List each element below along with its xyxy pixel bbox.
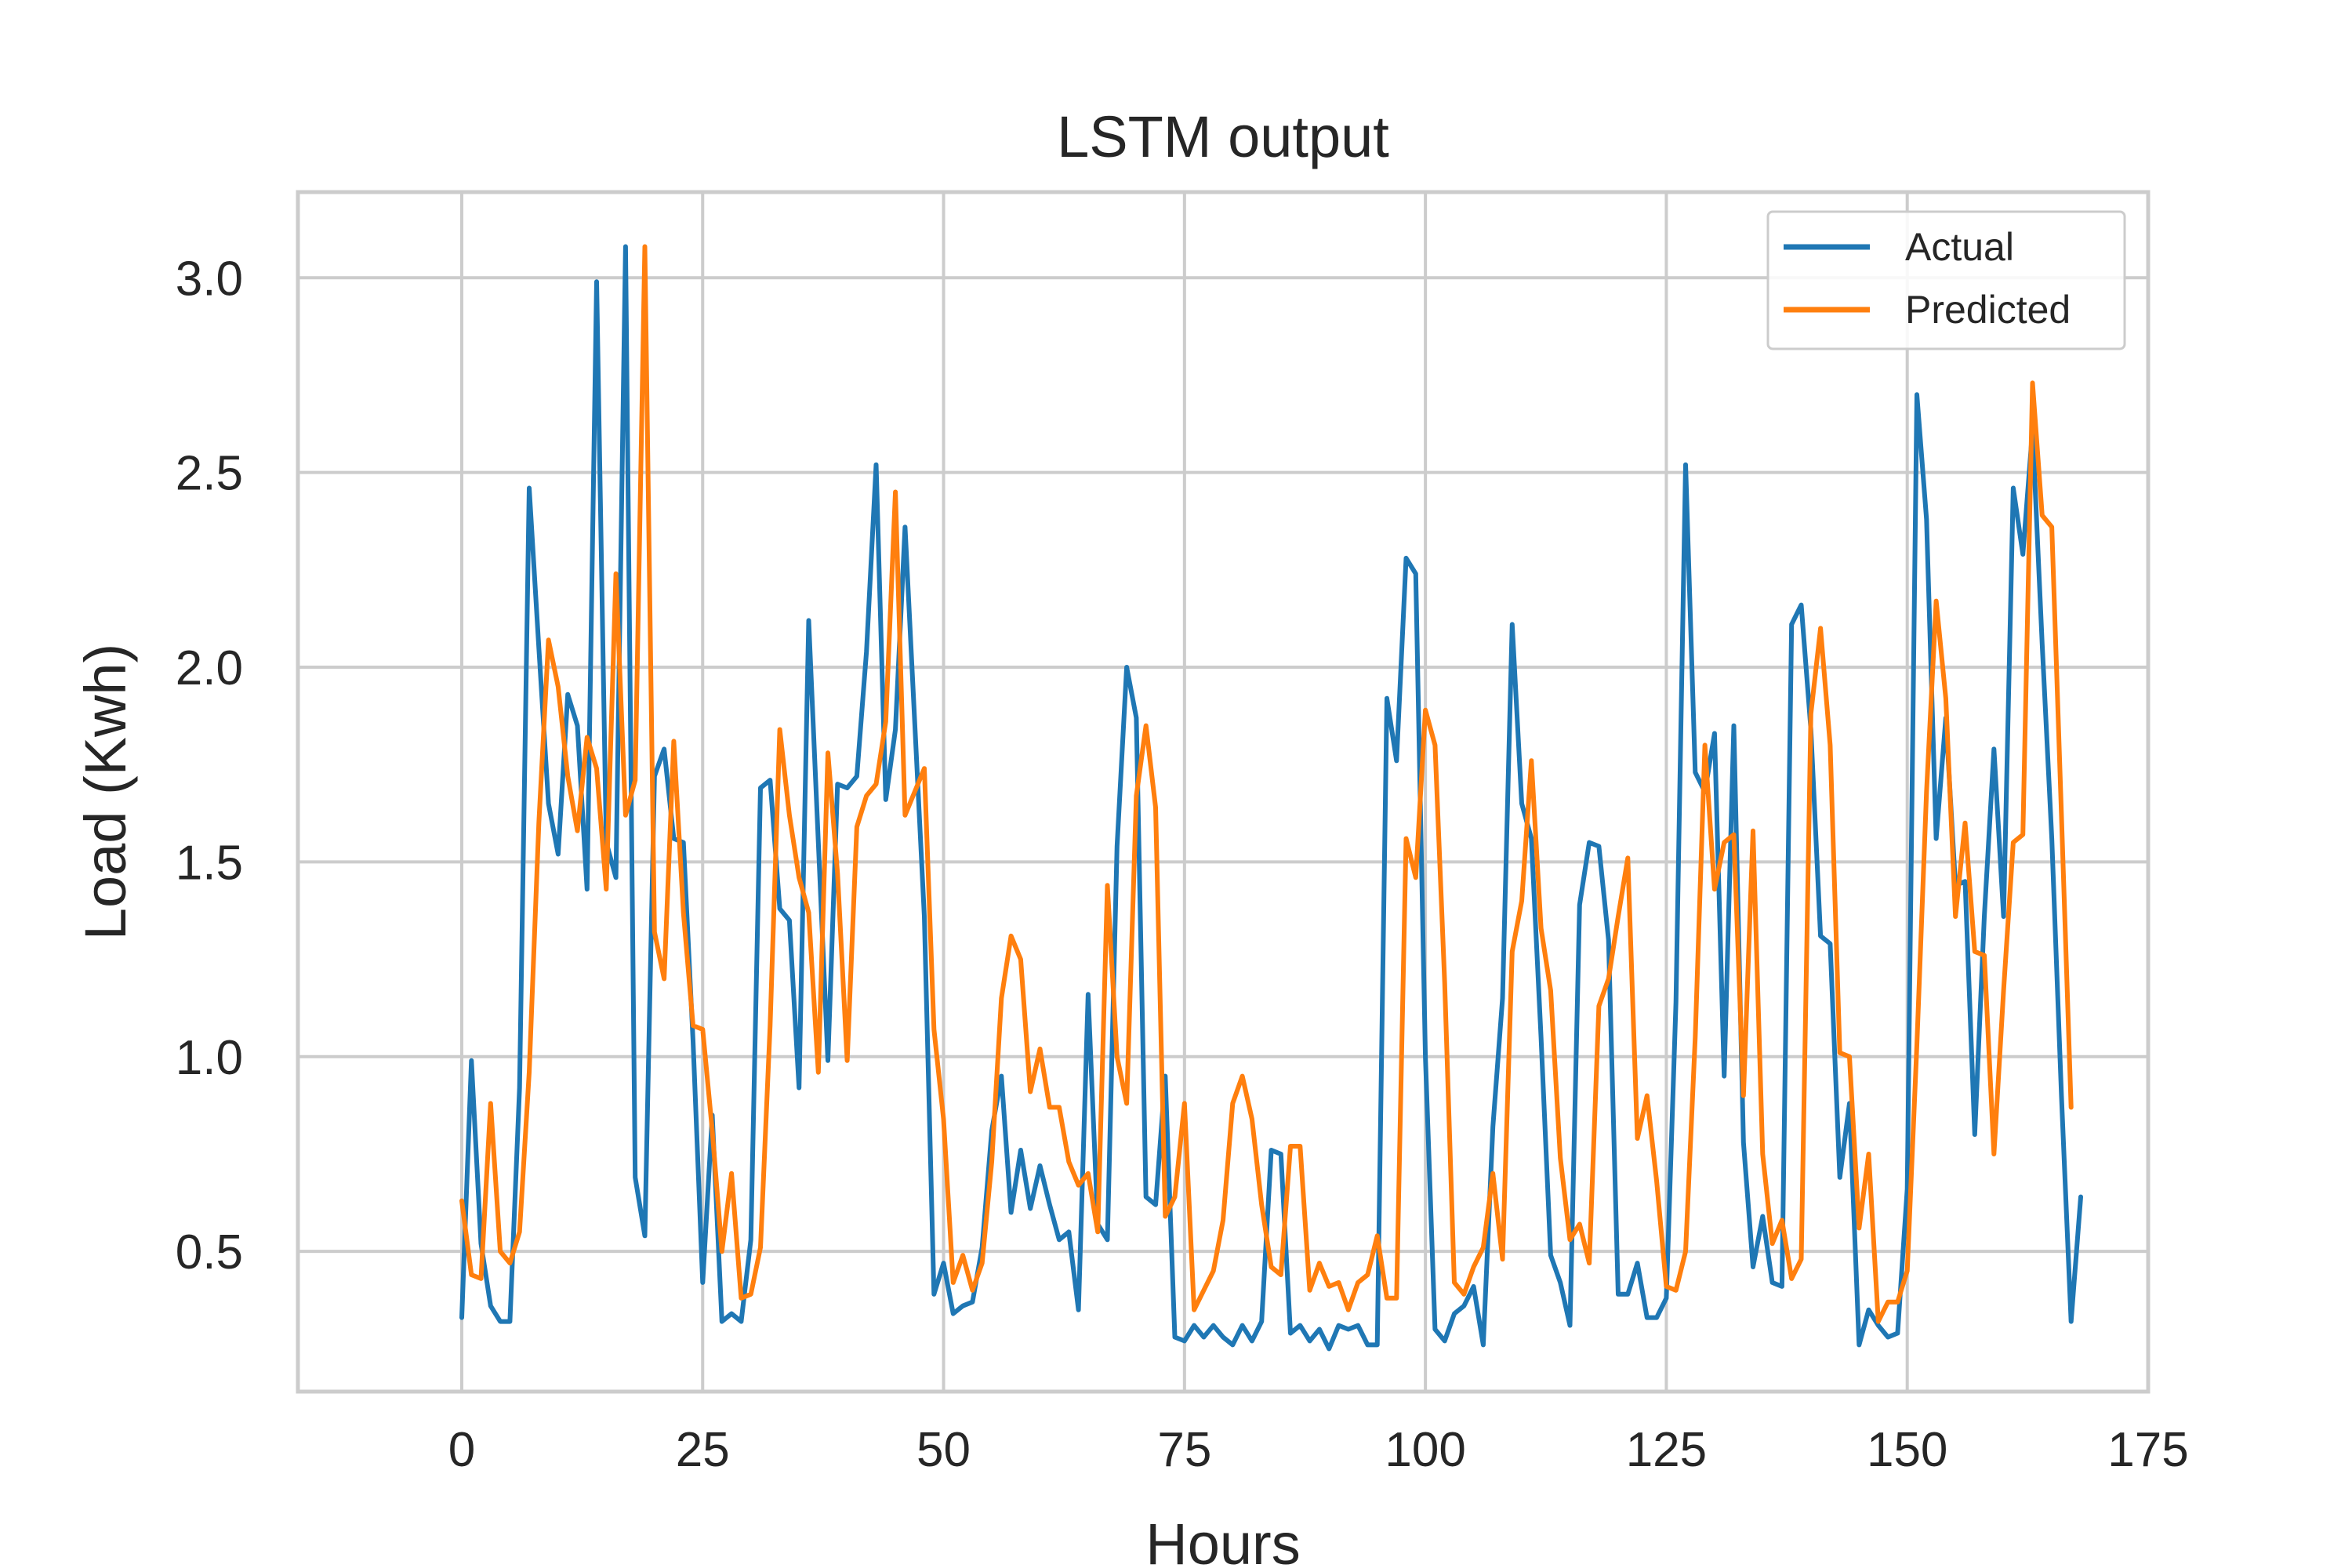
legend: Actual Predicted: [1766, 210, 2126, 350]
x-tick-label: 50: [916, 1423, 971, 1477]
y-tick-label: 0.5: [176, 1225, 243, 1279]
x-tick-label: 150: [1867, 1423, 1947, 1477]
x-tick-label: 0: [448, 1423, 475, 1477]
chart-title: LSTM output: [1057, 104, 1389, 169]
y-tick-label: 2.5: [176, 447, 243, 501]
x-tick-label: 175: [2107, 1423, 2188, 1477]
x-tick-label: 25: [676, 1423, 730, 1477]
x-tick-label: 125: [1626, 1423, 1707, 1477]
y-tick-label: 2.0: [176, 641, 243, 695]
tick-labels: 0 25 50 75 100 125 150 175 0.5 1.0 1.5 2.0 2.5 3.0: [176, 252, 2189, 1477]
x-tick-label: 100: [1385, 1423, 1465, 1477]
x-tick-label: 75: [1157, 1423, 1211, 1477]
y-tick-label: 1.0: [176, 1031, 243, 1085]
legend-label-predicted: Predicted: [1905, 288, 2071, 332]
plot-frame: [296, 190, 2151, 1394]
y-tick-label: 3.0: [176, 252, 243, 306]
y-axis-title: Load (Kwh): [73, 644, 138, 940]
y-tick-label: 1.5: [176, 836, 243, 890]
series-layer: [459, 244, 2083, 1352]
series-line-predicted: [459, 244, 2074, 1324]
x-axis-title: Hours: [1145, 1512, 1300, 1568]
legend-label-actual: Actual: [1905, 225, 2014, 269]
